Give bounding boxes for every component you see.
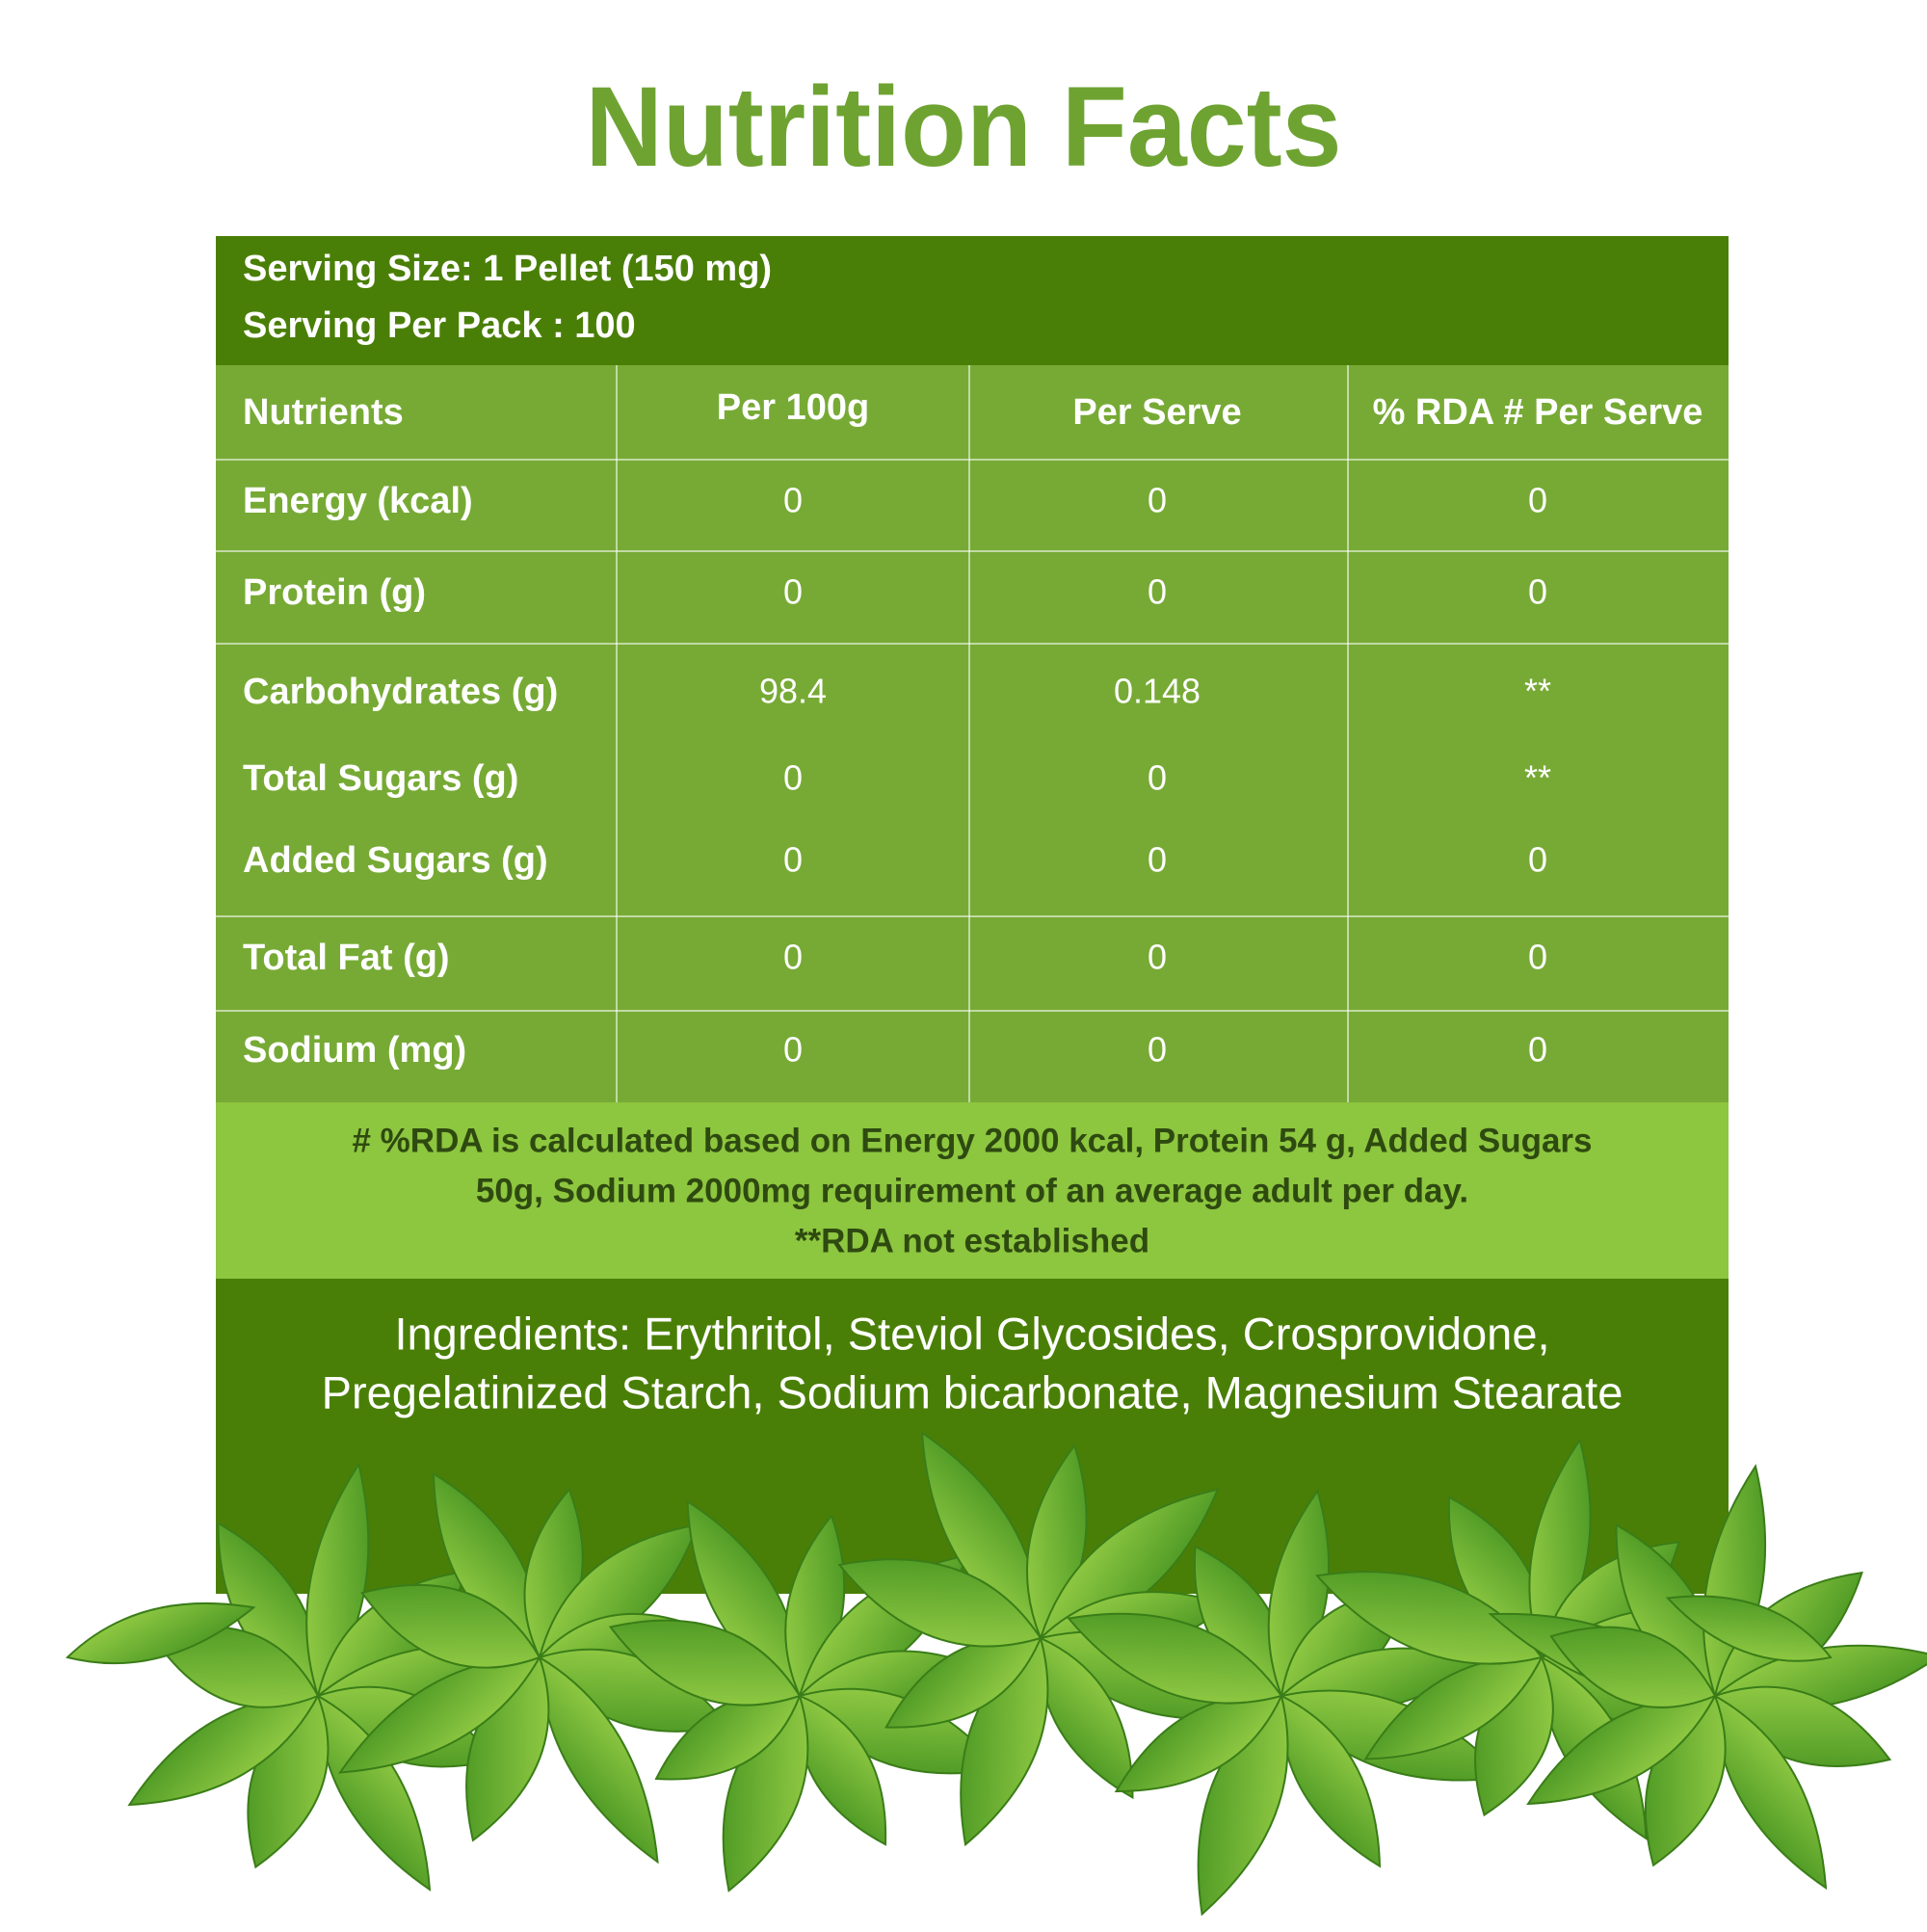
leaf (538, 1655, 659, 1865)
ingredients-line: Pregelatinized Starch, Sodium bicarbonat… (322, 1366, 1623, 1417)
leaf (1713, 1694, 1828, 1891)
nutrient-name: Carbohydrates (g) (243, 672, 558, 712)
column-header: Per 100g (717, 387, 869, 428)
cell-value: 0 (1528, 481, 1547, 520)
stevia-leaves (66, 1430, 1927, 1917)
leaf (1314, 1571, 1544, 1665)
leaf (338, 1655, 541, 1774)
cell-value: ** (1524, 758, 1551, 798)
leaf (360, 1583, 541, 1669)
cell-value: ** (1524, 672, 1551, 711)
cell-value: 0 (783, 840, 803, 880)
table-panel (216, 365, 1729, 1102)
nutrient-name: Total Fat (g) (243, 938, 450, 978)
cell-value: 0 (783, 1030, 803, 1070)
column-header: Nutrients (243, 392, 404, 433)
cell-value: 0 (783, 758, 803, 798)
title: Nutrition Facts (586, 64, 1342, 191)
footnote-line: # %RDA is calculated based on Energy 200… (352, 1122, 1592, 1159)
cell-value: 0 (1528, 572, 1547, 612)
footnote-panel (216, 1102, 1729, 1279)
cell-value: 98.4 (759, 672, 827, 711)
leaf (66, 1601, 256, 1665)
cell-value: 0 (1148, 481, 1167, 520)
cell-value: 0 (1148, 572, 1167, 612)
cell-value: 0 (1148, 938, 1167, 977)
footnote-line: **RDA not established (795, 1222, 1149, 1259)
serving-panel (216, 236, 1729, 365)
nutrient-name: Protein (g) (243, 572, 426, 613)
ingredients-line: Ingredients: Erythritol, Steviol Glycosi… (394, 1308, 1549, 1359)
cell-value: 0 (783, 481, 803, 520)
nutrient-name: Energy (kcal) (243, 481, 473, 521)
leaf (837, 1558, 1043, 1648)
cell-value: 0.148 (1114, 672, 1201, 711)
column-header: % RDA # Per Serve (1373, 392, 1703, 433)
leaf (1549, 1626, 1717, 1708)
leaf (1067, 1612, 1283, 1705)
nutrient-name: Added Sugars (g) (243, 840, 548, 881)
cell-value: 0 (1148, 1030, 1167, 1070)
serving-size: Serving Size: 1 Pellet (150 mg) (243, 249, 772, 289)
cell-value: 0 (783, 938, 803, 977)
cell-value: 0 (1148, 758, 1167, 798)
column-header: Per Serve (1072, 392, 1241, 433)
leaf (608, 1619, 802, 1707)
cell-value: 0 (1528, 938, 1547, 977)
cell-value: 0 (1528, 1030, 1547, 1070)
cell-value: 0 (1148, 840, 1167, 880)
nutrient-name: Sodium (mg) (243, 1030, 466, 1071)
cell-value: 0 (783, 572, 803, 612)
serving-per-pack: Serving Per Pack : 100 (243, 305, 636, 346)
footnote-line: 50g, Sodium 2000mg requirement of an ave… (476, 1172, 1468, 1209)
nutrient-name: Total Sugars (g) (243, 758, 518, 799)
leaf (1665, 1595, 1833, 1662)
cell-value: 0 (1528, 840, 1547, 880)
